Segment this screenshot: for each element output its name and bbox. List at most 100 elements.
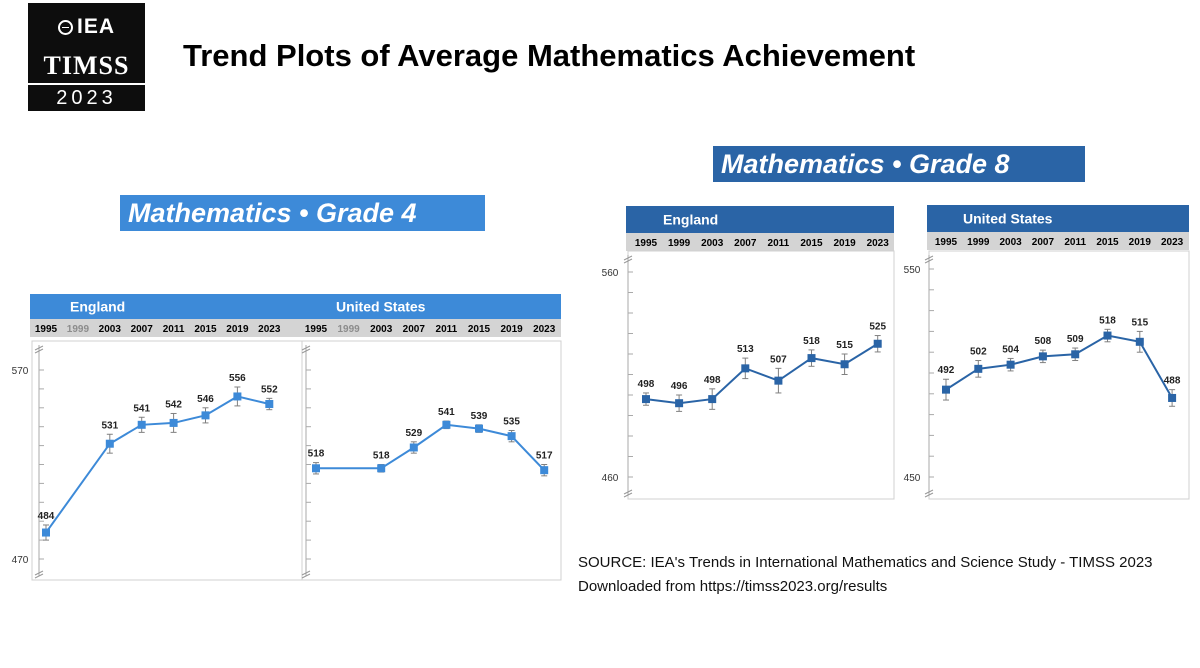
chart3-data-label-2007: 508 xyxy=(1035,336,1052,347)
chart2-header xyxy=(626,206,894,233)
chart1-data-label-2011: 541 xyxy=(438,407,455,418)
chart2-point-2003 xyxy=(708,395,717,404)
chart2-data-label-2023: 525 xyxy=(869,322,886,333)
chart0-title: England xyxy=(70,299,125,315)
chart0-data-label-2019: 556 xyxy=(229,373,246,384)
chart1-year-label-2003: 2003 xyxy=(370,324,393,335)
page-title: Trend Plots of Average Mathematics Achie… xyxy=(183,38,916,73)
chart0-year-label-2007: 2007 xyxy=(131,324,154,335)
chart2-point-2023 xyxy=(873,339,882,348)
chart2-year-label-1995: 1995 xyxy=(635,238,658,249)
chart0-point-2011 xyxy=(169,418,178,427)
chart3-plot-frame xyxy=(928,250,1190,500)
chart3-data-label-2011: 509 xyxy=(1067,334,1084,345)
logo-divider xyxy=(28,83,145,85)
chart3-point-2003 xyxy=(1006,360,1015,369)
chart1-data-label-2015: 539 xyxy=(471,411,488,422)
logo-year: 2023 xyxy=(56,87,117,109)
chart3-axis-break xyxy=(924,489,934,498)
chart1-plot-frame xyxy=(301,340,562,581)
chart2-year-label-2019: 2019 xyxy=(833,238,856,249)
chart0-year-label-2019: 2019 xyxy=(226,324,249,335)
chart3-point-2011 xyxy=(1071,350,1080,359)
chart0-year-label-2003: 2003 xyxy=(99,324,122,335)
chart3-data-label-2015: 518 xyxy=(1099,315,1116,326)
chart1-data-label-1995: 518 xyxy=(308,449,325,460)
chart2-axis-break xyxy=(623,255,633,264)
chart1-point-2003 xyxy=(377,464,386,473)
chart2-title: England xyxy=(663,212,718,228)
chart3-year-label-2019: 2019 xyxy=(1129,237,1152,248)
chart3-header xyxy=(927,205,1189,232)
chart2-year-label-2023: 2023 xyxy=(867,238,890,249)
chart0-axis-break xyxy=(34,570,44,579)
chart0-data-label-2003: 531 xyxy=(101,420,118,431)
chart3-year-label-1999: 1999 xyxy=(967,237,990,248)
chart2-data-label-2003: 498 xyxy=(704,375,721,386)
globe-icon xyxy=(57,20,73,35)
chart0-year-label-1995: 1995 xyxy=(35,324,58,335)
chart3-ytick-max: 550 xyxy=(904,265,921,276)
chart2-data-label-2007: 513 xyxy=(737,344,754,355)
chart1-point-1995 xyxy=(312,464,320,473)
chart0-data-label-2007: 541 xyxy=(133,403,150,414)
chart0-data-label-2015: 546 xyxy=(197,394,214,405)
chart0-point-1995 xyxy=(42,528,50,537)
chart2-year-label-1999: 1999 xyxy=(668,238,691,249)
chart1-year-label-2019: 2019 xyxy=(500,324,523,335)
chart1-axis-break xyxy=(301,570,311,579)
chart1-title: United States xyxy=(336,299,426,315)
chart2-axis-break xyxy=(623,489,633,498)
chart2-year-row xyxy=(626,233,894,251)
chart3-data-label-1995: 492 xyxy=(938,365,955,376)
chart0-point-2023 xyxy=(265,400,274,409)
chart3-year-label-2003: 2003 xyxy=(999,237,1022,248)
chart2-data-label-2019: 515 xyxy=(836,340,853,351)
chart1-point-2007 xyxy=(409,443,418,452)
chart3-point-2023 xyxy=(1168,393,1177,402)
chart1-data-label-2007: 529 xyxy=(405,428,422,439)
chart3-title: United States xyxy=(963,211,1053,227)
chart3-point-2015 xyxy=(1103,331,1112,340)
chart0-data-label-2023: 552 xyxy=(261,384,278,395)
timss-logo: IEA TIMSS 2023 xyxy=(28,3,145,111)
chart0-point-2007 xyxy=(137,420,146,429)
chart2-data-label-1995: 498 xyxy=(638,379,655,390)
chart1-data-label-2023: 517 xyxy=(536,451,553,462)
chart3-year-label-2015: 2015 xyxy=(1096,237,1119,248)
chart0-point-2019 xyxy=(233,392,242,401)
chart0-year-label-1999: 1999 xyxy=(67,324,90,335)
chart2-data-label-1999: 496 xyxy=(671,381,688,392)
chart2-year-label-2015: 2015 xyxy=(800,238,823,249)
chart1-year-label-1999: 1999 xyxy=(337,324,360,335)
chart3-ytick-min: 450 xyxy=(904,473,921,484)
chart2-ytick-max: 560 xyxy=(602,268,619,279)
chart2-point-2011 xyxy=(774,376,783,385)
chart1-year-label-1995: 1995 xyxy=(305,324,328,335)
chart2-data-label-2011: 507 xyxy=(770,354,787,365)
chart1-year-row xyxy=(299,319,561,337)
logo-org: IEA xyxy=(28,15,145,39)
chart1-point-2019 xyxy=(507,432,516,441)
chart2-year-label-2007: 2007 xyxy=(734,238,757,249)
chart1-year-label-2015: 2015 xyxy=(468,324,491,335)
logo-org-text: IEA xyxy=(76,15,115,38)
grade4-heading: Mathematics • Grade 4 xyxy=(120,195,485,231)
chart3-point-1995 xyxy=(942,385,950,394)
chart0-year-label-2023: 2023 xyxy=(258,324,281,335)
chart0-year-label-2011: 2011 xyxy=(163,324,185,335)
chart3-year-label-1995: 1995 xyxy=(935,237,958,248)
chart1-data-label-2019: 535 xyxy=(503,416,520,427)
chart1-axis-break xyxy=(301,345,311,354)
chart2-series-line xyxy=(645,342,879,405)
chart3-axis-break xyxy=(924,255,934,264)
chart1-data-label-2003: 518 xyxy=(373,451,390,462)
chart0-axis-break xyxy=(34,345,44,354)
chart0-data-label-1995: 484 xyxy=(38,511,55,522)
chart0-point-2003 xyxy=(105,439,114,448)
chart2-point-2015 xyxy=(807,354,816,363)
source-note: SOURCE: IEA's Trends in International Ma… xyxy=(578,551,1153,599)
chart2-data-label-2015: 518 xyxy=(803,336,820,347)
source-line-1: SOURCE: IEA's Trends in International Ma… xyxy=(578,554,1153,571)
